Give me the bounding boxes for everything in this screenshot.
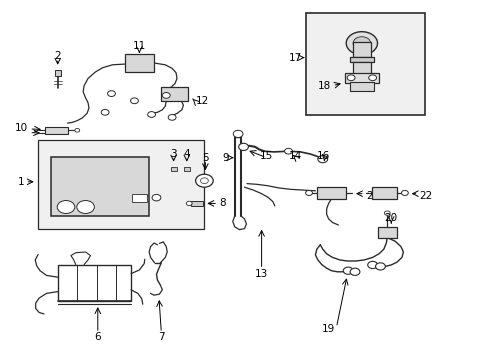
Circle shape <box>162 93 170 98</box>
Text: 22: 22 <box>419 191 432 201</box>
Bar <box>132 194 146 202</box>
Circle shape <box>305 190 312 195</box>
Circle shape <box>401 190 407 195</box>
Circle shape <box>349 268 359 275</box>
Bar <box>316 187 346 199</box>
Text: 4: 4 <box>183 149 190 159</box>
Circle shape <box>368 75 376 81</box>
Bar <box>124 54 154 72</box>
Bar <box>377 227 396 238</box>
Circle shape <box>75 129 80 132</box>
Text: 11: 11 <box>132 41 146 51</box>
Circle shape <box>107 91 115 96</box>
Text: 1: 1 <box>18 177 24 187</box>
Circle shape <box>317 156 327 163</box>
Bar <box>170 167 176 171</box>
Text: 6: 6 <box>94 332 101 342</box>
Circle shape <box>101 109 109 115</box>
Text: 12: 12 <box>195 96 208 106</box>
Bar <box>352 42 370 57</box>
Text: 10: 10 <box>15 123 28 133</box>
Bar <box>352 62 370 74</box>
Bar <box>183 167 189 171</box>
Text: 21: 21 <box>365 191 378 201</box>
Bar <box>161 87 188 101</box>
Bar <box>305 13 425 115</box>
Text: 8: 8 <box>219 198 225 208</box>
Bar <box>349 82 373 91</box>
Bar <box>58 265 131 301</box>
Text: 17: 17 <box>288 53 302 63</box>
Bar <box>349 57 373 62</box>
Bar <box>190 201 203 206</box>
Circle shape <box>343 267 352 274</box>
Circle shape <box>195 174 213 187</box>
Circle shape <box>238 143 248 150</box>
Circle shape <box>168 114 176 120</box>
Circle shape <box>384 211 389 215</box>
Circle shape <box>186 201 192 206</box>
Text: 13: 13 <box>254 269 268 279</box>
Circle shape <box>375 263 385 270</box>
Text: 20: 20 <box>384 213 397 223</box>
Circle shape <box>77 201 94 213</box>
Circle shape <box>57 201 75 213</box>
Bar <box>51 157 149 216</box>
Circle shape <box>130 98 138 104</box>
Text: 5: 5 <box>202 153 208 163</box>
Text: 9: 9 <box>222 153 228 163</box>
Circle shape <box>346 32 377 55</box>
Text: 18: 18 <box>318 81 331 91</box>
Bar <box>371 187 396 199</box>
Text: 16: 16 <box>316 150 330 161</box>
Text: 14: 14 <box>288 150 302 161</box>
Bar <box>344 73 378 83</box>
Circle shape <box>352 37 370 50</box>
Bar <box>38 140 204 229</box>
Bar <box>45 127 68 134</box>
Text: 15: 15 <box>259 150 273 161</box>
Circle shape <box>346 75 354 81</box>
Circle shape <box>152 194 161 201</box>
Circle shape <box>147 112 155 117</box>
Circle shape <box>284 148 292 154</box>
Text: 2: 2 <box>54 51 61 61</box>
Circle shape <box>367 261 377 269</box>
Circle shape <box>233 130 243 138</box>
Text: 7: 7 <box>158 332 164 342</box>
Text: 3: 3 <box>170 149 177 159</box>
Bar <box>55 70 61 76</box>
Text: 19: 19 <box>321 324 334 334</box>
